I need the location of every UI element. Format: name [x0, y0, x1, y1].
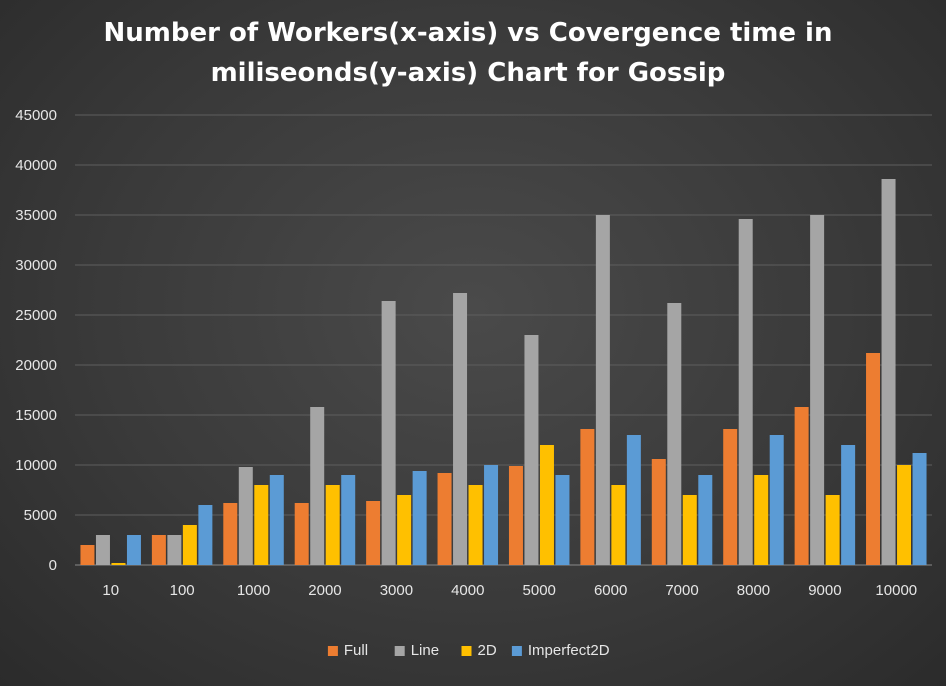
y-tick-label: 40000	[15, 157, 57, 174]
bar-line-10000	[881, 179, 896, 565]
legend-swatch-full	[327, 646, 338, 656]
x-tick-label: 1000	[237, 582, 270, 599]
y-tick-label: 15000	[15, 407, 57, 424]
x-tick-label: 4000	[451, 582, 484, 599]
legend-swatch-imperfect2d	[511, 646, 522, 656]
x-tick-label: 10000	[875, 582, 917, 599]
bar-2d-10	[111, 563, 126, 565]
bar-imperfect2d-1000	[269, 475, 284, 565]
bar-full-100	[151, 535, 166, 565]
y-tick-label: 5000	[24, 507, 57, 524]
x-tick-label: 9000	[808, 582, 841, 599]
legend-swatch-line	[394, 646, 405, 656]
bar-imperfect2d-10000	[912, 453, 927, 565]
bar-imperfect2d-5000	[555, 475, 570, 565]
bar-line-3000	[381, 301, 396, 565]
legend-label-2d: 2D	[478, 642, 497, 659]
bar-line-4000	[453, 293, 468, 565]
bar-2d-5000	[539, 445, 554, 565]
y-tick-label: 20000	[15, 357, 57, 374]
bar-imperfect2d-9000	[841, 445, 856, 565]
legend-label-full: Full	[344, 642, 368, 659]
bar-imperfect2d-2000	[341, 475, 356, 565]
bar-2d-7000	[682, 495, 697, 565]
x-tick-label: 2000	[308, 582, 341, 599]
y-tick-label: 30000	[15, 257, 57, 274]
x-tick-label: 5000	[523, 582, 556, 599]
y-tick-label: 25000	[15, 307, 57, 324]
x-tick-label: 10	[102, 582, 119, 599]
bar-imperfect2d-100	[198, 505, 213, 565]
bar-2d-9000	[825, 495, 840, 565]
bar-line-8000	[738, 219, 753, 565]
bar-line-100	[167, 535, 182, 565]
bar-imperfect2d-7000	[698, 475, 713, 565]
bar-line-1000	[238, 467, 253, 565]
y-tick-label: 0	[49, 557, 57, 574]
x-axis-tick-labels: 10 100 1000 2000 3000 4000 5000 6000 7000 8000 900…	[102, 582, 917, 599]
bar-imperfect2d-6000	[626, 435, 641, 565]
bar-2d-2000	[325, 485, 340, 565]
bar-full-10	[80, 545, 95, 565]
bar-full-5000	[508, 466, 523, 565]
legend-swatch-2d	[461, 646, 472, 656]
gridlines	[75, 114, 932, 566]
bar-full-10000	[866, 353, 881, 565]
bar-2d-8000	[754, 475, 769, 565]
y-tick-label: 35000	[15, 207, 57, 224]
bar-full-3000	[366, 501, 381, 565]
legend-label-imperfect2d: Imperfect2D	[528, 642, 610, 659]
x-tick-label: 8000	[737, 582, 770, 599]
x-tick-label: 6000	[594, 582, 627, 599]
bar-imperfect2d-8000	[769, 435, 784, 565]
bar-full-2000	[294, 503, 309, 565]
bar-full-1000	[223, 503, 238, 565]
bar-2d-100	[182, 525, 197, 565]
bar-line-10	[95, 535, 110, 565]
x-tick-label: 7000	[665, 582, 698, 599]
bar-line-6000	[595, 215, 610, 565]
y-axis-tick-labels: 0 5000 10000 15000 20000 25000 30000 35000 40000…	[15, 107, 57, 574]
bar-imperfect2d-4000	[484, 465, 499, 565]
bar-full-6000	[580, 429, 595, 565]
bar-imperfect2d-3000	[412, 471, 427, 565]
bar-2d-1000	[254, 485, 269, 565]
bar-2d-10000	[897, 465, 912, 565]
chart-title-line2: miliseonds(y-axis) Chart for Gossip	[211, 58, 726, 88]
bar-2d-3000	[397, 495, 412, 565]
bar-2d-4000	[468, 485, 483, 565]
legend-label-line: Line	[411, 642, 439, 659]
bar-full-4000	[437, 473, 452, 565]
bar-full-9000	[794, 407, 809, 565]
bar-full-7000	[651, 459, 666, 565]
bar-2d-6000	[611, 485, 626, 565]
y-tick-label: 45000	[15, 107, 57, 124]
bars	[80, 179, 927, 565]
bar-line-7000	[667, 303, 682, 565]
bar-line-2000	[310, 407, 325, 565]
bar-line-9000	[810, 215, 825, 565]
legend: Full Line 2D Imperfect2D	[327, 642, 610, 659]
y-tick-label: 10000	[15, 457, 57, 474]
chart-title-line1: Number of Workers(x-axis) vs Covergence …	[104, 18, 833, 48]
bar-full-8000	[723, 429, 738, 565]
x-tick-label: 3000	[380, 582, 413, 599]
x-tick-label: 100	[170, 582, 195, 599]
bar-line-5000	[524, 335, 539, 565]
bar-imperfect2d-10	[126, 535, 141, 565]
